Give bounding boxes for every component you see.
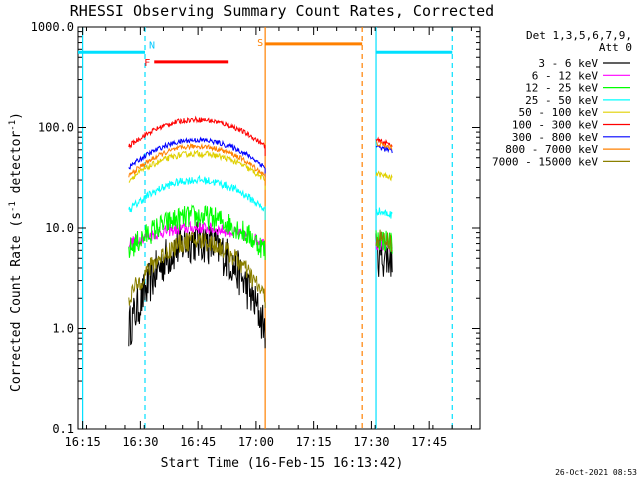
- legend-entry-label: 50 - 100 keV: [519, 106, 599, 119]
- x-axis-ticks: 16:15 16:30 16:45 17:00 17:15 17:30 17:45: [65, 27, 472, 449]
- y-tick-label: 1000.0: [31, 20, 74, 34]
- plot-frame: [77, 26, 481, 430]
- y-axis-label-end: ): [9, 112, 24, 120]
- y-axis-label: Corrected Count Rate (s-1 detector-1): [8, 112, 24, 392]
- flag-label: N: [149, 40, 155, 51]
- series-line-5: [128, 115, 266, 156]
- flag-label: F: [144, 58, 150, 69]
- chart-title: RHESSI Observing Summary Count Rates, Co…: [70, 2, 494, 20]
- legend-entry-label: 6 - 12 keV: [532, 69, 599, 82]
- y-axis-label-main: Corrected Count Rate (s: [9, 212, 24, 392]
- flag-label: S: [257, 38, 263, 49]
- legend-header-line2: Att 0: [599, 41, 632, 54]
- series-line-seg2-0: [375, 233, 393, 277]
- legend-header-line1: Det 1,3,5,6,7,9,: [526, 29, 632, 42]
- x-tick-label: 17:15: [296, 435, 332, 449]
- x-tick-label: 17:00: [238, 435, 274, 449]
- series-line-7: [128, 142, 266, 186]
- legend-entry-label: 3 - 6 keV: [538, 57, 598, 70]
- x-tick-label: 17:30: [353, 435, 389, 449]
- series-line-3: [128, 174, 266, 220]
- legend-entry-label: 12 - 25 keV: [525, 82, 598, 95]
- y-axis-ticks: 1000.0 100.0 10.0 1.0 0.1: [31, 20, 480, 436]
- x-tick-label: 16:45: [180, 435, 216, 449]
- legend-entry-label: 100 - 300 keV: [512, 119, 598, 132]
- x-axis-label: Start Time (16-Feb-15 16:13:42): [161, 456, 404, 471]
- x-tick-label: 16:15: [65, 435, 101, 449]
- legend-entry-label: 25 - 50 keV: [525, 94, 598, 107]
- series-line-2: [128, 204, 266, 260]
- y-tick-label: 1.0: [52, 322, 74, 336]
- y-axis-label-sup1: -1: [8, 201, 18, 212]
- x-tick-label: 16:30: [122, 435, 158, 449]
- series-line-seg2-7: [375, 140, 393, 151]
- x-tick-label: 17:45: [411, 435, 447, 449]
- legend-entry-label: 7000 - 15000 keV: [492, 155, 598, 168]
- y-tick-label: 0.1: [52, 422, 74, 436]
- series-line-4: [128, 149, 266, 190]
- plot-area: NF S: [77, 26, 481, 430]
- series-line-8: [128, 230, 266, 308]
- y-tick-label: 100.0: [38, 121, 74, 135]
- y-axis-label-sup2: -1: [8, 120, 18, 131]
- y-tick-label: 10.0: [45, 221, 74, 235]
- series-line-6: [128, 136, 266, 178]
- timestamp: 26-Oct-2021 08:53: [555, 468, 637, 477]
- legend-entry-label: 800 - 7000 keV: [505, 143, 598, 156]
- series-line-seg2-8: [375, 229, 393, 252]
- y-axis-label-mid: detector: [9, 131, 24, 202]
- legend-entry-label: 300 - 800 keV: [512, 131, 598, 144]
- series-line-seg2-4: [375, 170, 393, 182]
- series-line-seg2-3: [375, 207, 393, 219]
